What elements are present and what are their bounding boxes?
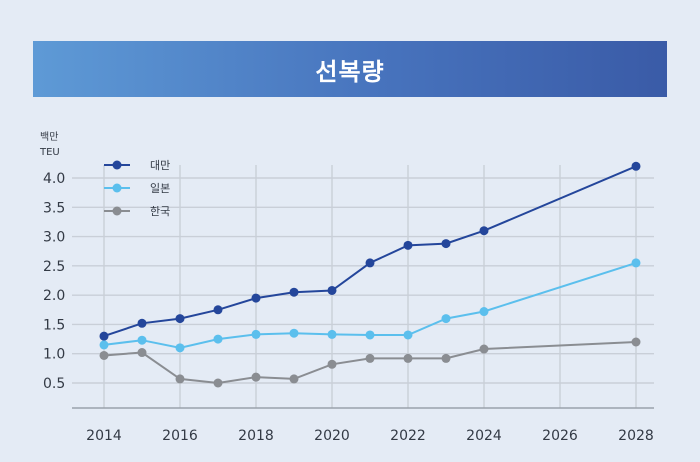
x-tick-label: 2024 xyxy=(466,428,502,444)
data-point xyxy=(137,335,147,345)
data-point xyxy=(631,337,641,347)
data-point xyxy=(365,258,375,268)
x-tick-label: 2014 xyxy=(86,428,122,444)
series-line-1 xyxy=(103,261,637,349)
x-tick-label: 2022 xyxy=(390,428,426,444)
chart-title-banner: 선복량 xyxy=(33,41,667,97)
y-tick-label: 2.5 xyxy=(43,259,65,275)
data-point xyxy=(365,353,375,363)
x-tick-label: 2016 xyxy=(162,428,198,444)
data-point xyxy=(403,353,413,363)
data-point xyxy=(251,329,261,339)
x-axis-ticks: 2014 2016 2018 2020 2022 2024 2026 2028 xyxy=(86,428,654,444)
y-tick-label: 4.0 xyxy=(43,171,65,187)
data-point xyxy=(631,161,641,171)
y-tick-label: 1.0 xyxy=(43,347,65,363)
data-point xyxy=(175,374,185,384)
series-layer xyxy=(99,161,641,388)
data-point xyxy=(479,226,489,236)
y-tick-label: 3.5 xyxy=(43,200,65,216)
grid xyxy=(72,165,654,408)
x-tick-label: 2018 xyxy=(238,428,274,444)
data-point xyxy=(213,378,223,388)
data-point xyxy=(99,331,109,341)
x-tick-label: 2026 xyxy=(542,428,578,444)
legend-label: 일본 xyxy=(150,181,170,195)
data-point xyxy=(479,307,489,317)
data-point xyxy=(251,293,261,303)
series-line-0 xyxy=(103,165,637,338)
data-point xyxy=(289,287,299,297)
data-point xyxy=(137,318,147,328)
data-point xyxy=(403,330,413,340)
y-tick-label: 3.0 xyxy=(43,230,65,246)
y-tick-label: 2.0 xyxy=(43,288,65,304)
legend-swatch-marker xyxy=(112,183,122,193)
data-point xyxy=(99,350,109,360)
data-point xyxy=(175,314,185,324)
data-point xyxy=(327,329,337,339)
data-point xyxy=(441,353,451,363)
data-point xyxy=(137,348,147,358)
y-unit-label-line1: 백만 xyxy=(40,131,58,143)
data-point xyxy=(327,359,337,369)
data-point xyxy=(213,305,223,315)
series-line-2 xyxy=(103,341,637,385)
legend-label: 한국 xyxy=(150,205,170,218)
data-point xyxy=(403,240,413,250)
y-axis-ticks: 0.5 1.0 1.5 2.0 2.5 3.0 3.5 4.0 xyxy=(43,171,65,392)
data-point xyxy=(631,258,641,268)
data-point xyxy=(289,374,299,384)
data-point xyxy=(365,330,375,340)
data-point xyxy=(289,328,299,338)
data-point xyxy=(327,285,337,295)
data-point xyxy=(441,239,451,249)
y-unit-label-line2: TEU xyxy=(39,147,60,158)
data-point xyxy=(213,334,223,344)
y-tick-label: 1.5 xyxy=(43,317,65,333)
legend-label: 대만 xyxy=(150,159,170,172)
chart-title: 선복량 xyxy=(315,57,385,86)
data-point xyxy=(479,344,489,354)
legend-swatch-marker xyxy=(112,160,122,170)
x-tick-label: 2028 xyxy=(618,428,654,444)
data-point xyxy=(251,372,261,382)
data-point xyxy=(99,340,109,350)
data-point xyxy=(441,314,451,324)
data-point xyxy=(175,343,185,353)
legend-swatch-marker xyxy=(112,206,122,216)
x-tick-label: 2020 xyxy=(314,428,350,444)
y-tick-label: 0.5 xyxy=(43,376,65,392)
